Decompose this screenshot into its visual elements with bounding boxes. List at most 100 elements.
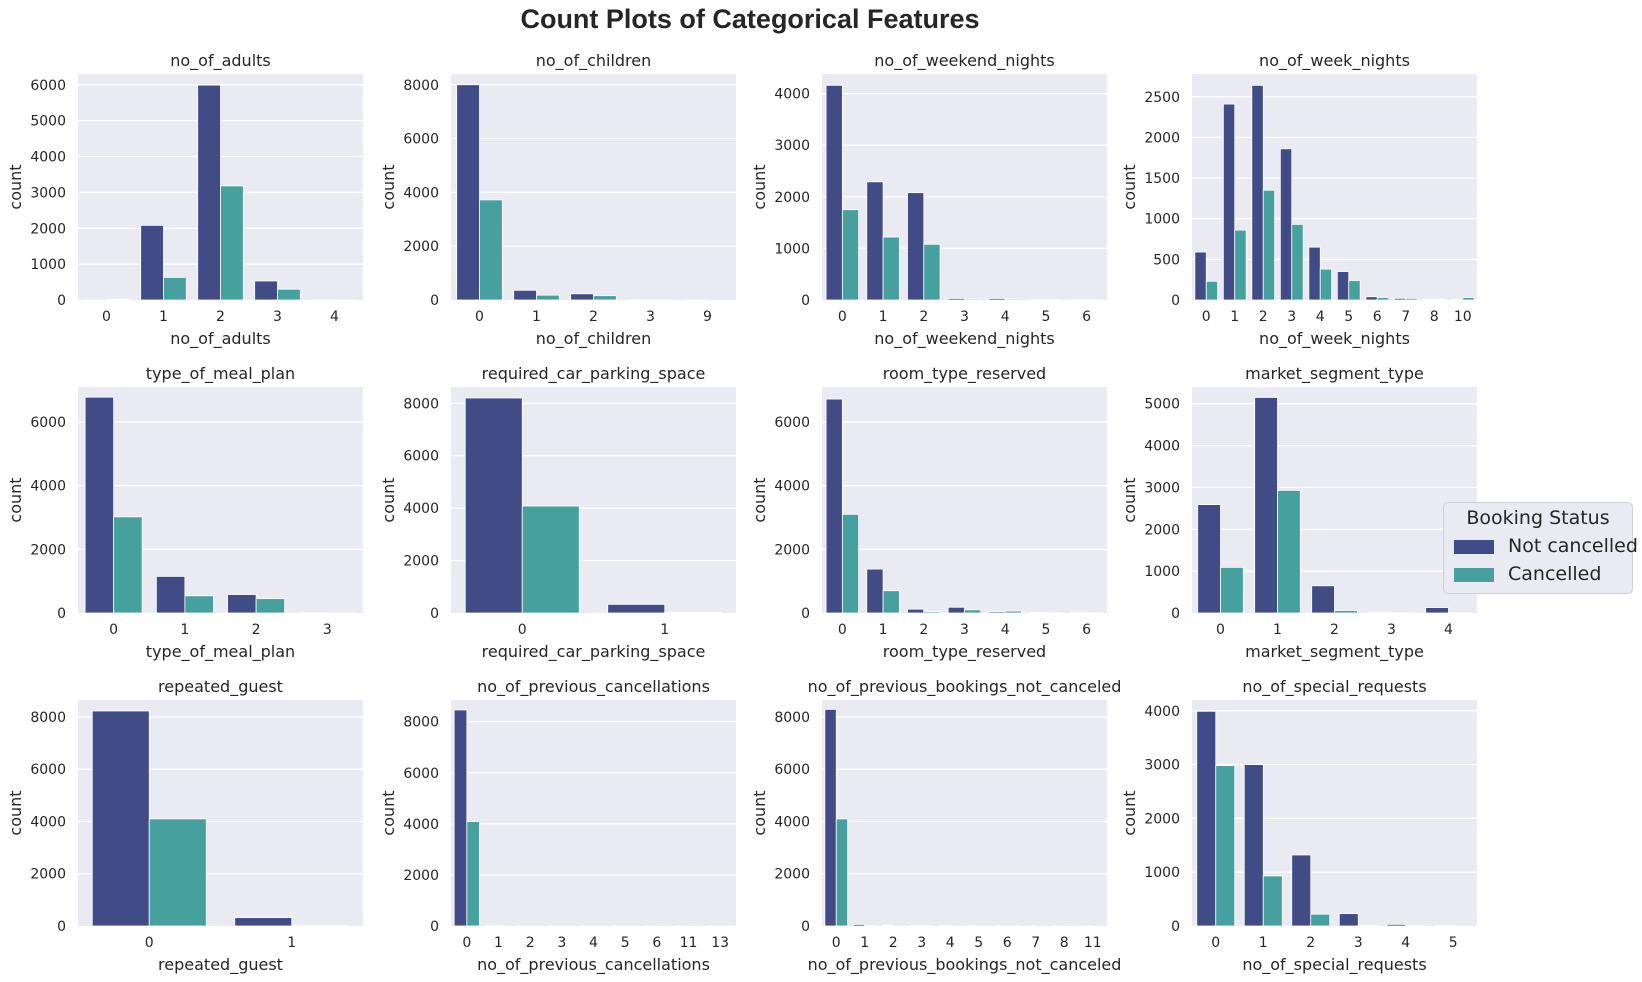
x-tick-label: 10 (1454, 309, 1472, 325)
y-tick-label: 2000 (403, 868, 439, 884)
x-axis-label: no_of_children (536, 329, 652, 349)
y-tick-label: 4000 (774, 814, 810, 830)
bar-cancelled-0 (113, 516, 143, 614)
y-tick-label: 4000 (403, 185, 439, 201)
bar-cancelled-2 (593, 295, 617, 301)
bar-not-cancelled-0 (1196, 710, 1217, 927)
subplot-no_of_children: 0 2000 4000 6000 8000 0 1 2 3 9 no_of_children no_o… (379, 51, 736, 349)
y-tick-label: 4000 (1144, 704, 1180, 720)
bar-cancelled-4 (1319, 268, 1333, 301)
bar-cancelled-1 (1277, 489, 1301, 614)
x-tick-label: 4 (1001, 622, 1010, 638)
x-tick-label: 4 (589, 935, 598, 951)
x-tick-label: 6 (1003, 935, 1012, 951)
y-tick-label: 3000 (30, 185, 66, 201)
bar-not-cancelled-0 (453, 709, 468, 927)
x-tick-label: 1 (1273, 622, 1282, 638)
bar-not-cancelled-7 (1393, 297, 1407, 301)
y-tick-label: 0 (1171, 919, 1180, 935)
y-tick-label: 4000 (1144, 439, 1180, 455)
x-tick-label: 2 (1259, 309, 1268, 325)
y-tick-label: 1000 (774, 241, 810, 257)
figure-title: Count Plots of Categorical Features (520, 4, 980, 34)
bar-not-cancelled-4 (1425, 607, 1449, 614)
x-axis-label: no_of_previous_bookings_not_canceled (808, 955, 1122, 975)
x-axis-label: no_of_weekend_nights (874, 329, 1054, 349)
y-tick-label: 3000 (774, 138, 810, 154)
bar-not-cancelled-1 (866, 181, 884, 301)
y-tick-label: 3000 (1144, 480, 1180, 496)
y-tick-label: 6000 (774, 415, 810, 431)
y-tick-label: 0 (57, 293, 66, 309)
subplot-no_of_special_requests: 0 1000 2000 3000 4000 0 1 2 3 4 5 no_of_special_req… (1120, 677, 1477, 975)
bar-cancelled-1 (664, 612, 723, 614)
y-tick-label: 6000 (403, 132, 439, 148)
x-tick-label: 3 (1387, 622, 1396, 638)
subplot-type_of_meal_plan: 0 2000 4000 6000 0 1 2 3 type_of_meal_plan type_o… (6, 364, 363, 662)
bar-cancelled-3 (1291, 223, 1304, 301)
y-tick-label: 6000 (403, 766, 439, 782)
x-tick-label: 7 (1401, 309, 1410, 325)
bar-not-cancelled-0 (825, 398, 843, 614)
bar-not-cancelled-5 (1336, 271, 1350, 301)
y-axis-label: count (1120, 164, 1139, 209)
bar-cancelled-2 (1310, 913, 1331, 927)
bar-cancelled-2 (1334, 610, 1358, 614)
y-tick-label: 3000 (1144, 758, 1180, 774)
x-tick-label: 2 (1306, 935, 1315, 951)
bar-not-cancelled-0 (464, 397, 523, 614)
bar-cancelled-3 (964, 609, 982, 614)
bar-cancelled-0 (466, 821, 480, 927)
x-tick-label: 3 (917, 935, 926, 951)
x-tick-label: 3 (1287, 309, 1296, 325)
subplot-no_of_adults: 0 1000 2000 3000 4000 5000 6000 0 1 2 3 4 no_of_adul… (6, 51, 363, 349)
y-axis-label: count (6, 790, 25, 835)
x-tick-label: 4 (1444, 622, 1453, 638)
bar-not-cancelled-0 (1194, 251, 1207, 301)
y-tick-label: 2500 (1144, 90, 1180, 106)
subplot-title: no_of_children (536, 51, 652, 71)
bar-cancelled-4 (1004, 298, 1022, 301)
x-tick-label: 0 (838, 309, 847, 325)
y-axis-label: count (750, 790, 769, 835)
x-tick-label: 1 (159, 309, 168, 325)
y-tick-label: 4000 (774, 87, 810, 103)
y-tick-label: 2000 (774, 190, 810, 206)
y-tick-label: 5000 (1144, 397, 1180, 413)
bar-not-cancelled-4 (988, 298, 1006, 301)
bar-not-cancelled-2 (881, 924, 894, 927)
x-tick-label: 5 (974, 935, 983, 951)
legend-label-cancelled: Cancelled (1508, 563, 1602, 585)
x-tick-label: 5 (621, 935, 630, 951)
bar-cancelled-3 (1357, 925, 1378, 927)
x-axis-label: no_of_week_nights (1259, 329, 1410, 349)
y-tick-label: 2000 (30, 867, 66, 883)
bar-not-cancelled-2 (1251, 84, 1264, 301)
x-tick-label: 6 (1082, 622, 1091, 638)
bar-not-cancelled-1 (513, 289, 537, 301)
bar-not-cancelled-1 (1222, 103, 1236, 301)
bar-not-cancelled-3 (947, 298, 965, 301)
subplot-required_car_parking_space: 0 2000 4000 6000 8000 0 1 required_car_parking_… (379, 364, 736, 662)
x-tick-label: 1 (660, 622, 669, 638)
bar-cancelled-1 (882, 236, 900, 301)
y-tick-label: 2000 (1144, 811, 1180, 827)
x-tick-label: 8 (1430, 309, 1439, 325)
bar-not-cancelled-2 (907, 192, 925, 301)
x-tick-label: 0 (1216, 622, 1225, 638)
x-tick-label: 2 (919, 309, 928, 325)
bar-not-cancelled-2 (570, 293, 594, 301)
x-axis-label: no_of_adults (170, 329, 271, 349)
bar-cancelled-0 (148, 818, 207, 927)
subplot-title: no_of_previous_bookings_not_canceled (808, 677, 1122, 697)
bar-cancelled-0 (1215, 765, 1236, 927)
y-tick-label: 0 (57, 606, 66, 622)
y-axis-label: count (6, 477, 25, 522)
axes-background (822, 700, 1107, 926)
subplot-title: no_of_week_nights (1259, 51, 1410, 71)
x-tick-label: 2 (526, 935, 535, 951)
x-tick-label: 3 (1354, 935, 1363, 951)
bar-not-cancelled-1 (140, 224, 164, 301)
